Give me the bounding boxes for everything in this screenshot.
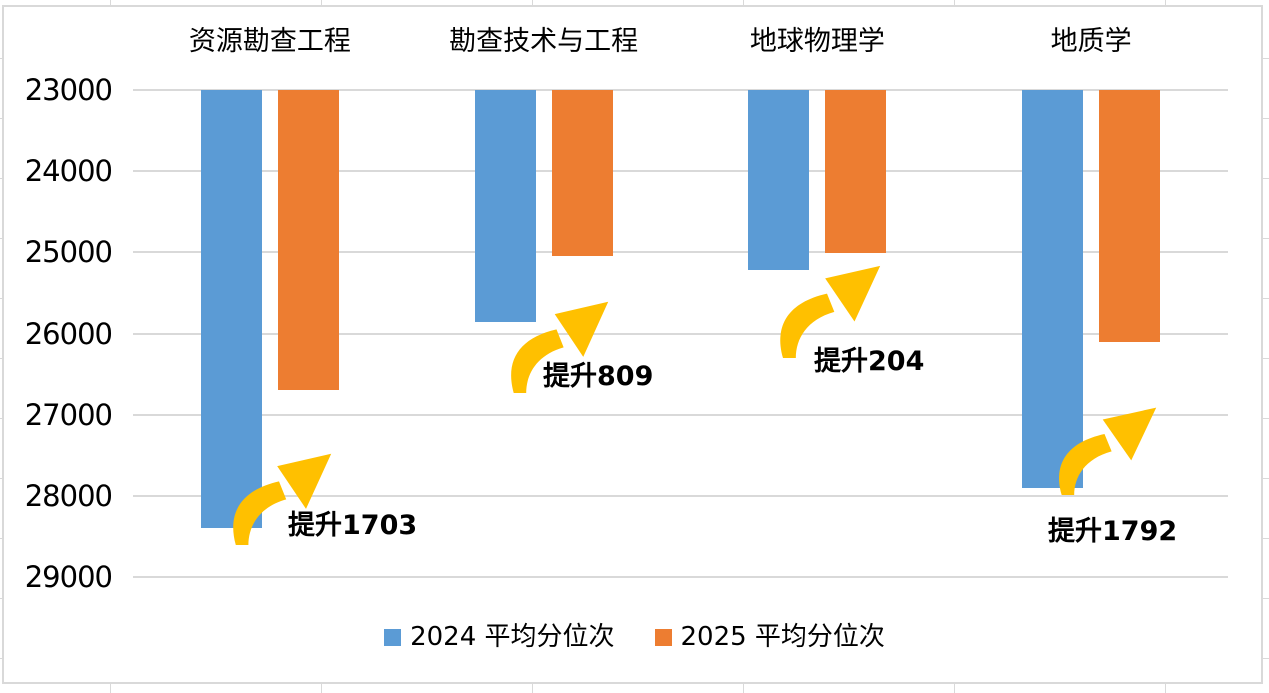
bar-2025-勘查技术与工程[interactable] (552, 90, 613, 256)
improvement-arrow-icon[interactable] (225, 450, 333, 545)
y-axis-tick-label: 28000 (24, 479, 113, 513)
improvement-annotation[interactable]: 提升204 (814, 346, 925, 377)
y-axis-tick-label: 27000 (24, 398, 113, 432)
bar-2024-勘查技术与工程[interactable] (475, 90, 536, 322)
y-gridline (133, 333, 1228, 335)
category-title: 地质学 (1050, 26, 1132, 57)
legend-label: 2024 平均分位次 (410, 622, 615, 652)
legend[interactable]: 2024 平均分位次 2025 平均分位次 (0, 620, 1269, 654)
legend-label: 2025 平均分位次 (680, 622, 885, 652)
bar-2024-地球物理学[interactable] (748, 90, 809, 270)
y-axis-tick-label: 23000 (24, 73, 113, 107)
y-gridline (133, 495, 1228, 497)
improvement-annotation[interactable]: 提升1792 (1048, 516, 1178, 547)
y-axis-tick-label: 24000 (24, 154, 113, 188)
bar-2024-资源勘查工程[interactable] (201, 90, 262, 528)
y-gridline (133, 414, 1228, 416)
category-title: 勘查技术与工程 (449, 26, 639, 57)
y-gridline (133, 89, 1228, 91)
improvement-annotation[interactable]: 提升1703 (288, 510, 418, 541)
bar-2024-地质学[interactable] (1022, 90, 1083, 488)
improvement-arrow-icon[interactable] (772, 262, 882, 358)
y-gridline (133, 251, 1228, 253)
legend-swatch-icon (384, 628, 402, 646)
y-axis-tick-label: 29000 (24, 560, 113, 594)
category-title: 资源勘查工程 (188, 26, 351, 57)
improvement-arrow-icon[interactable] (1051, 404, 1158, 495)
y-axis-tick-label: 26000 (24, 317, 113, 351)
bar-2025-资源勘查工程[interactable] (278, 90, 339, 390)
category-title: 地球物理学 (749, 26, 885, 57)
improvement-annotation[interactable]: 提升809 (543, 361, 654, 392)
improvement-arrow-icon[interactable] (503, 298, 610, 393)
legend-item[interactable]: 2025 平均分位次 (654, 622, 885, 652)
bar-2025-地球物理学[interactable] (825, 90, 886, 253)
y-gridline (133, 170, 1228, 172)
y-axis-tick-label: 25000 (24, 235, 113, 269)
legend-swatch-icon (654, 628, 672, 646)
y-gridline (133, 576, 1228, 578)
bar-2025-地质学[interactable] (1099, 90, 1160, 342)
legend-item[interactable]: 2024 平均分位次 (384, 622, 615, 652)
